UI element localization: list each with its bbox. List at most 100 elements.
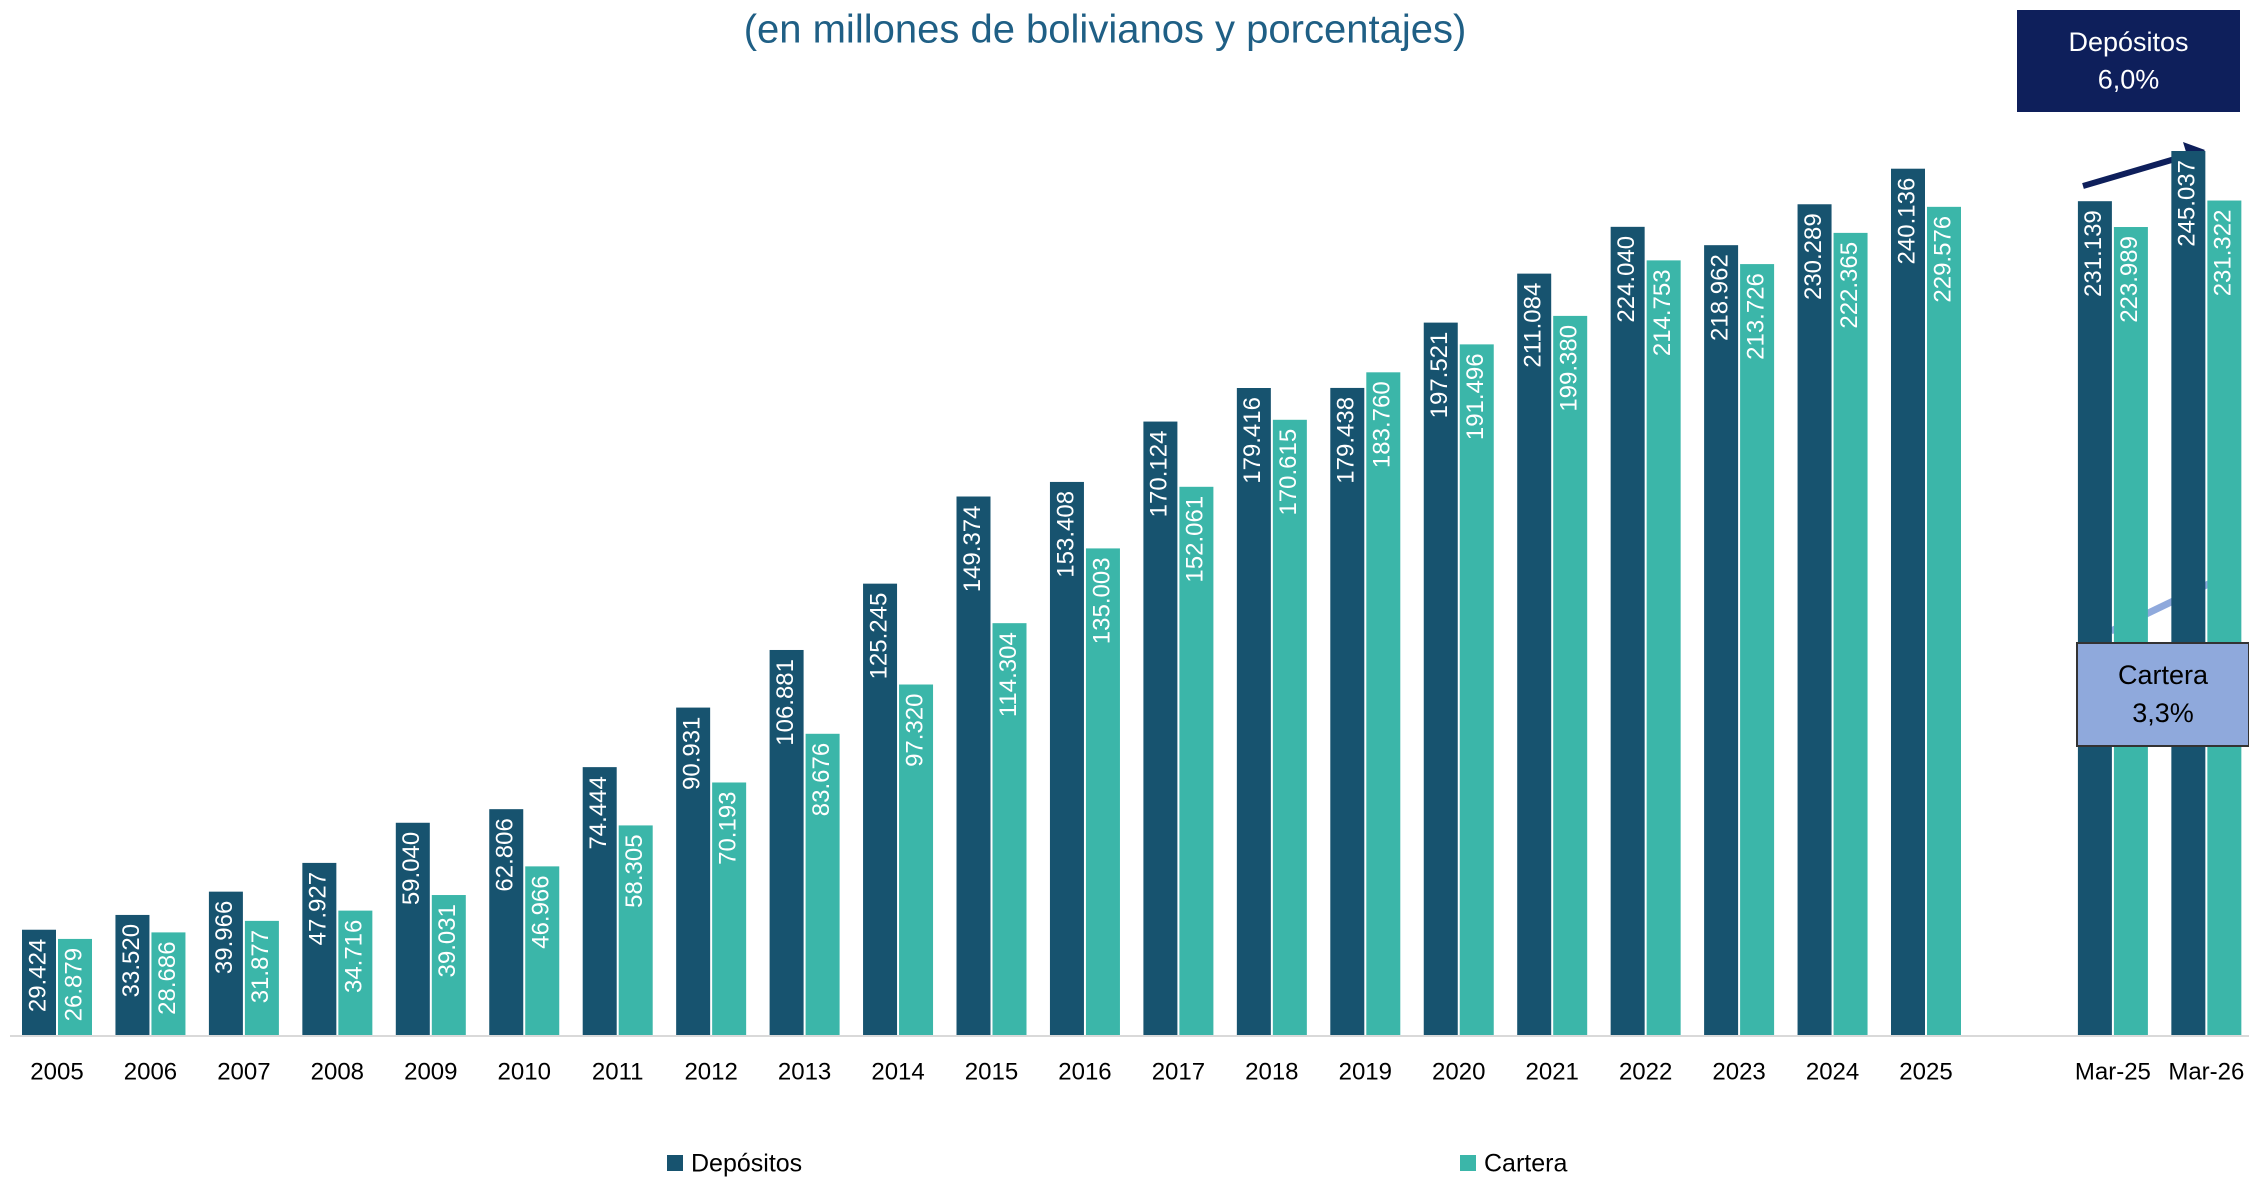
annotation-value: 6,0% (2098, 65, 2160, 95)
bar (956, 496, 991, 1037)
bar (115, 914, 150, 1036)
bar (992, 623, 1027, 1036)
bar (863, 583, 898, 1036)
bar (618, 825, 653, 1036)
bar (395, 822, 430, 1036)
x-tick-label: Mar-25 (2075, 1058, 2151, 1085)
annotation-label: Depósitos (2068, 27, 2188, 57)
bar (1646, 260, 1681, 1036)
data-label: 125.245 (865, 593, 892, 680)
x-tick-label: 2022 (1619, 1058, 1672, 1085)
bar (244, 920, 279, 1036)
annotation-value: 3,3% (2132, 698, 2194, 728)
x-tick-label: 2021 (1526, 1058, 1579, 1085)
x-tick-label: 2015 (965, 1058, 1018, 1085)
bar (489, 809, 524, 1036)
data-label: 231.139 (2080, 210, 2107, 297)
annotation-box (2017, 10, 2240, 112)
data-label: 29.424 (24, 939, 51, 1012)
bar (805, 733, 840, 1036)
bar (769, 649, 804, 1036)
data-label: 33.520 (118, 924, 145, 997)
data-label: 231.322 (2210, 210, 2237, 297)
bar (1049, 481, 1084, 1036)
legend-label: Depósitos (691, 1150, 802, 1178)
bar (2077, 201, 2112, 1036)
data-label: 90.931 (678, 717, 705, 790)
bar (1891, 168, 1925, 1037)
x-tick-label: Mar-26 (2168, 1058, 2244, 1085)
x-tick-label: 2008 (311, 1058, 364, 1085)
bar (1704, 245, 1739, 1037)
data-label: 46.966 (528, 875, 555, 948)
x-tick-label: 2013 (778, 1058, 831, 1085)
data-label: 199.380 (1556, 325, 1583, 412)
x-tick-label: 2006 (124, 1058, 177, 1085)
bar (1797, 204, 1832, 1036)
data-label: 213.726 (1742, 273, 1769, 360)
x-tick-label: 2017 (1152, 1058, 1205, 1085)
x-tick-label: 2025 (1899, 1058, 1952, 1085)
chart-title: (en millones de bolivianos y porcentajes… (744, 8, 1467, 52)
bar (1330, 387, 1365, 1037)
bar (22, 929, 56, 1036)
legend-swatch (667, 1155, 683, 1171)
data-label: 191.496 (1462, 353, 1489, 440)
data-label: 97.320 (901, 694, 928, 767)
bar (302, 862, 337, 1036)
data-label: 240.136 (1893, 178, 1920, 265)
data-label: 224.040 (1613, 236, 1640, 323)
data-label: 34.716 (341, 920, 368, 993)
bar (1833, 232, 1868, 1036)
data-label: 28.686 (154, 941, 181, 1014)
x-tick-label: 2019 (1339, 1058, 1392, 1085)
data-label: 39.966 (211, 901, 238, 974)
data-label: 59.040 (398, 832, 425, 905)
bar (1085, 548, 1120, 1036)
data-label: 170.124 (1146, 431, 1173, 518)
bar (1423, 322, 1458, 1036)
bar (431, 895, 466, 1036)
data-label: 170.615 (1275, 429, 1302, 516)
x-tick-label: 2024 (1806, 1058, 1859, 1085)
bar (2113, 227, 2148, 1036)
data-label: 83.676 (808, 743, 835, 816)
data-label: 223.989 (2116, 236, 2143, 323)
x-tick-label: 2011 (592, 1058, 644, 1085)
bar (1143, 421, 1178, 1036)
legend-label: Cartera (1484, 1150, 1567, 1178)
data-label: 218.962 (1706, 254, 1733, 341)
data-label: 47.927 (305, 872, 332, 945)
x-tick-label: 2014 (871, 1058, 924, 1085)
data-label: 222.365 (1836, 242, 1863, 329)
data-label: 135.003 (1088, 557, 1115, 644)
x-tick-label: 2018 (1245, 1058, 1298, 1085)
bar (1272, 419, 1307, 1036)
bar (151, 932, 186, 1036)
data-label: 74.444 (585, 776, 612, 849)
x-tick-label: 2009 (404, 1058, 457, 1085)
data-label: 197.521 (1426, 332, 1453, 419)
data-label: 31.877 (247, 930, 274, 1003)
bar (899, 684, 934, 1036)
data-label: 211.084 (1520, 283, 1547, 368)
bar (1927, 206, 1961, 1037)
data-label: 179.438 (1333, 397, 1360, 484)
x-tick-label: 2005 (30, 1058, 83, 1085)
bar (1610, 226, 1645, 1037)
legend-swatch (1460, 1155, 1476, 1171)
data-label: 62.806 (492, 818, 519, 891)
data-label: 214.753 (1649, 269, 1676, 356)
bar (582, 767, 617, 1036)
annotation-label: Cartera (2118, 660, 2209, 690)
bar (1740, 264, 1775, 1036)
bar (2171, 151, 2206, 1036)
data-label: 70.193 (714, 791, 741, 864)
data-label: 26.879 (60, 948, 87, 1021)
bar (676, 707, 711, 1036)
x-tick-label: 2010 (498, 1058, 551, 1085)
x-tick-label: 2020 (1432, 1058, 1485, 1085)
x-tick-label: 2012 (684, 1058, 737, 1085)
data-label: 106.881 (772, 659, 799, 746)
